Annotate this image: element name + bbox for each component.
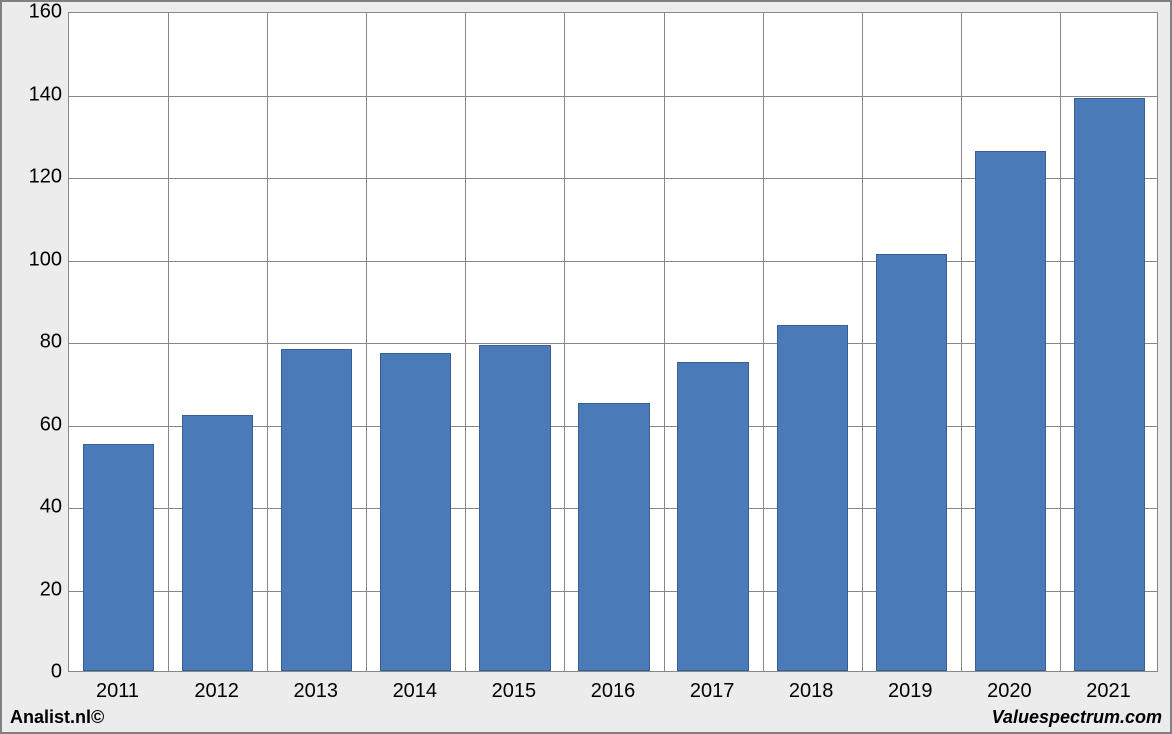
bar-2013	[281, 349, 352, 671]
gridline-v	[763, 13, 764, 671]
y-tick-label: 160	[12, 1, 62, 24]
plot-area	[68, 12, 1158, 672]
gridline-h	[69, 96, 1157, 97]
plot-wrap: 020406080100120140160 201120122013201420…	[12, 8, 1160, 702]
gridline-v	[168, 13, 169, 671]
y-tick-label: 100	[12, 248, 62, 271]
bar-2019	[876, 254, 947, 671]
x-tick-label: 2013	[293, 680, 338, 703]
x-tick-label: 2017	[690, 680, 735, 703]
y-tick-label: 140	[12, 83, 62, 106]
chart-frame: 0 20 40 60 80 100 120 140 160 2011 2012 2013 2014 20…	[0, 0, 1172, 734]
gridline-v	[664, 13, 665, 671]
bar-2011	[83, 444, 154, 671]
gridline-v	[465, 13, 466, 671]
x-tick-label: 2016	[591, 680, 636, 703]
footer-left: Analist.nl©	[10, 707, 104, 728]
x-tick-label: 2018	[789, 680, 834, 703]
x-tick-label: 2019	[888, 680, 933, 703]
gridline-v	[564, 13, 565, 671]
gridline-v	[862, 13, 863, 671]
y-tick-label: 80	[12, 331, 62, 354]
x-tick-label: 2020	[987, 680, 1032, 703]
y-tick-label: 60	[12, 413, 62, 436]
bar-2018	[777, 325, 848, 672]
bar-2014	[380, 353, 451, 671]
y-tick-label: 40	[12, 496, 62, 519]
footer: Analist.nl© Valuespectrum.com	[10, 704, 1162, 728]
bar-2016	[578, 403, 649, 671]
bar-2012	[182, 415, 253, 671]
footer-right: Valuespectrum.com	[992, 707, 1162, 728]
y-tick-label: 0	[12, 661, 62, 684]
x-tick-label: 2014	[393, 680, 438, 703]
x-tick-label: 2012	[194, 680, 239, 703]
bar-2017	[677, 362, 748, 671]
gridline-v	[961, 13, 962, 671]
x-tick-label: 2011	[96, 680, 139, 703]
x-tick-label: 2021	[1086, 680, 1131, 703]
y-tick-label: 120	[12, 166, 62, 189]
gridline-v	[1060, 13, 1061, 671]
bar-2021	[1074, 98, 1145, 671]
bar-2015	[479, 345, 550, 671]
y-tick-label: 20	[12, 578, 62, 601]
bar-2020	[975, 151, 1046, 671]
x-tick-label: 2015	[492, 680, 537, 703]
gridline-v	[366, 13, 367, 671]
gridline-v	[267, 13, 268, 671]
